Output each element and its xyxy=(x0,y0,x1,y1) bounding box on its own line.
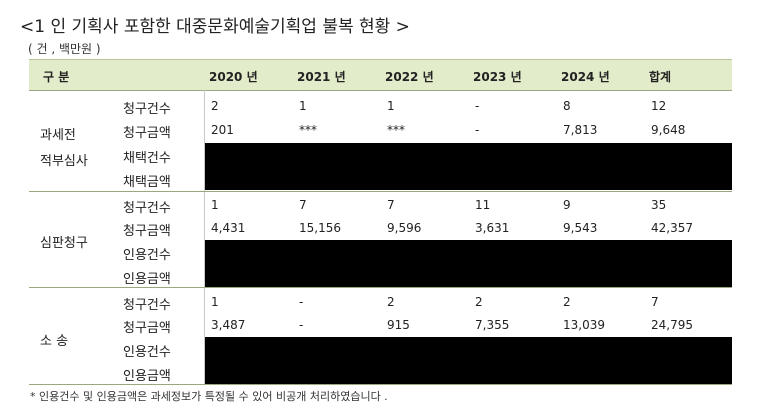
table-cell: 24,795 xyxy=(651,318,693,332)
table-cell: 13,039 xyxy=(563,318,605,332)
column-separator xyxy=(204,90,205,384)
header-year-2021: 2021 년 xyxy=(297,70,346,84)
table-bottom-border xyxy=(29,384,732,385)
table-cell: - xyxy=(475,99,480,113)
row-label: 청구건수 xyxy=(123,102,171,117)
group-label-pre-assessment: 과세전 적부심사 xyxy=(40,128,88,169)
table-cell: 9,648 xyxy=(651,123,686,137)
table-cell: 915 xyxy=(387,318,410,332)
table-cell: 1 xyxy=(211,295,219,309)
table-cell: *** xyxy=(299,123,317,137)
row-label: 인용건수 xyxy=(123,345,171,360)
group-divider xyxy=(29,191,732,192)
table-cell: 3,631 xyxy=(475,221,510,235)
table-cell: 7 xyxy=(299,198,307,212)
row-label: 인용금액 xyxy=(123,369,171,384)
table-cell: 2 xyxy=(475,295,483,309)
table-header: 구 분 2020 년 2021 년 2022 년 2023 년 2024 년 합… xyxy=(29,59,732,91)
table-cell: 9,596 xyxy=(387,221,422,235)
row-label: 인용금액 xyxy=(123,272,171,287)
table-cell: 2 xyxy=(563,295,571,309)
header-year-2024: 2024 년 xyxy=(561,70,610,84)
table-cell: 1 xyxy=(211,198,219,212)
row-label: 채택건수 xyxy=(123,151,171,166)
row-label: 청구건수 xyxy=(123,298,171,313)
table-cell: 42,357 xyxy=(651,221,693,235)
table-cell: 11 xyxy=(475,198,491,212)
row-label: 청구금액 xyxy=(123,321,171,336)
table-cell: 1 xyxy=(299,99,307,113)
table-cell: 8 xyxy=(563,99,571,113)
table-cell: 9 xyxy=(563,198,571,212)
unit-note: ( 건 , 백만원 ) xyxy=(28,42,101,56)
group-divider xyxy=(29,287,732,288)
table-cell: 3,487 xyxy=(211,318,246,332)
group-label-lawsuit: 소 송 xyxy=(40,334,69,349)
table-cell: - xyxy=(299,318,304,332)
group-label-appeal: 심판청구 xyxy=(40,236,88,251)
header-year-2023: 2023 년 xyxy=(473,70,522,84)
row-label: 인용건수 xyxy=(123,248,171,263)
header-total: 합계 xyxy=(649,70,672,84)
header-year-2020: 2020 년 xyxy=(209,70,258,84)
table-cell: 201 xyxy=(211,123,234,137)
table-cell: 35 xyxy=(651,198,667,212)
table-cell: - xyxy=(475,123,480,137)
table-cell: 7 xyxy=(387,198,395,212)
table-cell: 9,543 xyxy=(563,221,598,235)
table-cell: 12 xyxy=(651,99,667,113)
table-cell: 2 xyxy=(387,295,395,309)
footnote: * 인용건수 및 인용금액은 과세정보가 특정될 수 있어 비공개 처리하였습니… xyxy=(30,390,388,403)
row-label: 채택금액 xyxy=(123,175,171,190)
table-cell: 7,813 xyxy=(563,123,598,137)
table-cell: 7,355 xyxy=(475,318,510,332)
table-title: <1 인 기획사 포함한 대중문화예술기획업 불복 현황 > xyxy=(20,17,410,37)
redacted-block xyxy=(205,337,732,384)
row-label: 청구건수 xyxy=(123,201,171,216)
redacted-block xyxy=(205,240,732,287)
table-cell: 7 xyxy=(651,295,659,309)
table-cell: *** xyxy=(387,123,405,137)
table-cell: 2 xyxy=(211,99,219,113)
redacted-block xyxy=(205,143,732,190)
table-cell: 1 xyxy=(387,99,395,113)
header-year-2022: 2022 년 xyxy=(385,70,434,84)
table-cell: - xyxy=(299,295,304,309)
header-category: 구 분 xyxy=(43,70,70,84)
row-label: 청구금액 xyxy=(123,224,171,239)
row-label: 청구금액 xyxy=(123,126,171,141)
table-cell: 15,156 xyxy=(299,221,341,235)
table-cell: 4,431 xyxy=(211,221,246,235)
